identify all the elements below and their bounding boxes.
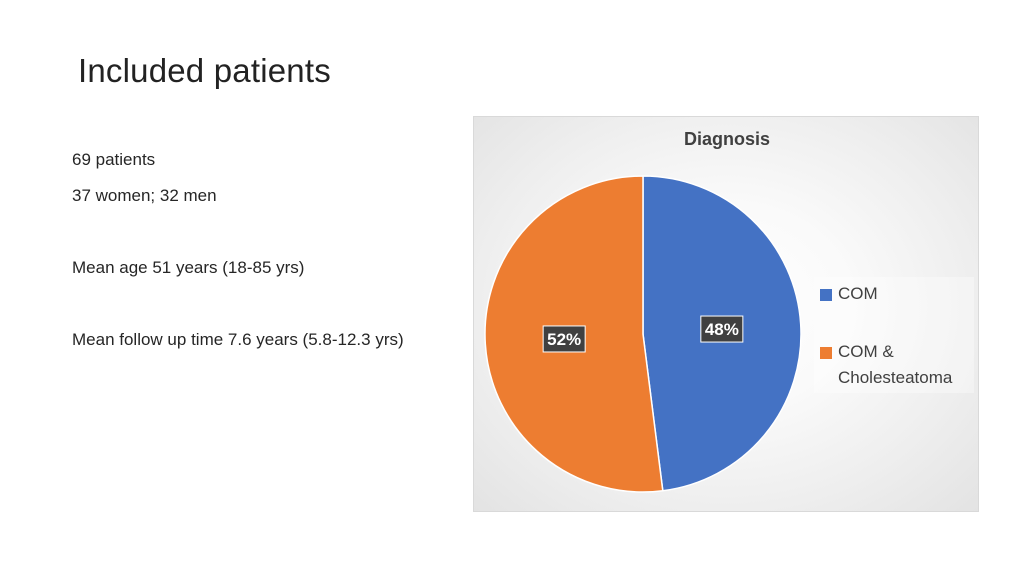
page-title: Included patients [78,52,331,89]
diagnosis-chart: Diagnosis 48% 52% COM COM & Cholesteatoma [473,116,979,512]
svg-text:52%: 52% [547,330,581,349]
legend-label-com-cholesteatoma: COM & Cholesteatoma [838,342,953,387]
chart-title: Diagnosis [683,129,771,149]
data-label-com-cholesteatoma: 52% [542,325,586,353]
bullet-gender: 37 women; 32 men [72,186,217,205]
data-label-com: 48% [700,315,744,343]
bullet-mean-age: Mean age 51 years (18-85 yrs) [72,258,305,277]
legend-swatch-com-cholesteatoma [820,347,832,359]
svg-text:48%: 48% [705,320,739,339]
chart-legend: COM COM & Cholesteatoma [814,277,974,393]
legend-label-com: COM [838,284,878,303]
bullet-follow-up: Mean follow up time 7.6 years (5.8-12.3 … [72,330,404,349]
pie-chart: 48% 52% [484,175,802,493]
bullet-patients: 69 patients [72,150,156,169]
legend-swatch-com [820,289,832,301]
